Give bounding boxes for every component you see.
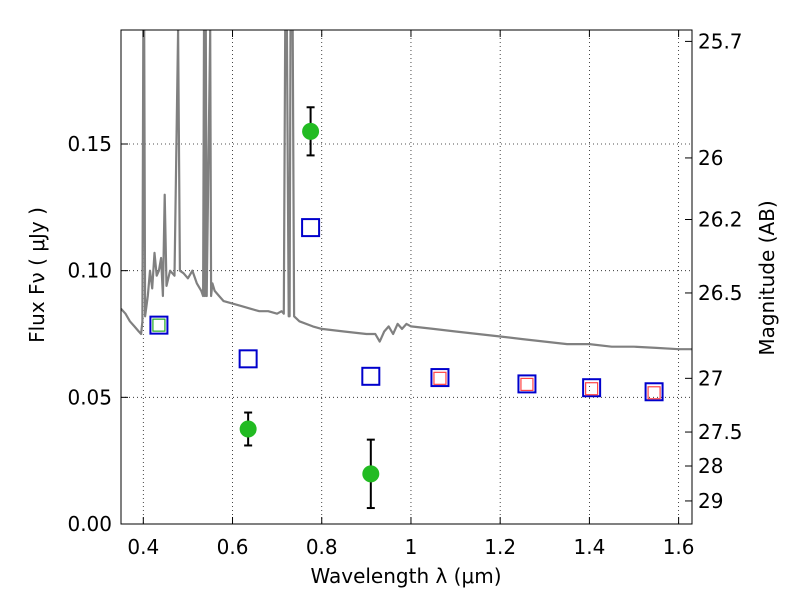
right-tick-label: 26.2 (698, 207, 743, 231)
model-flux-blue-square (149, 315, 169, 335)
photometry-markers (149, 106, 664, 510)
x-tick-label: 1.6 (663, 535, 695, 559)
model-flux-blue-square (430, 368, 450, 388)
model-flux-blue-square (582, 378, 602, 398)
model-flux-blue-square (517, 374, 537, 394)
y-tick-label: 0.10 (67, 259, 112, 283)
observed-flux-point (362, 465, 380, 483)
model-flux-red-square (647, 386, 661, 400)
model-flux-blue-square (238, 349, 258, 369)
right-tick-label: 26.5 (698, 281, 743, 305)
x-tick-label: 1.2 (484, 535, 516, 559)
model-flux-red-square (585, 382, 599, 396)
right-tick-label: 27.5 (698, 420, 743, 444)
y-tick-label: 0.15 (67, 132, 112, 156)
x-tick-label: 0.8 (306, 535, 338, 559)
x-axis-label: Wavelength λ (μm) (310, 564, 501, 588)
right-tick-label: 28 (698, 454, 723, 478)
plot-background (121, 30, 692, 524)
model-flux-blue-square (644, 382, 664, 402)
axis-ticks: 0.4 0.6 0.8 1 1.2 1.4 1.6 0.00 0.05 0.10 0.15 25.7 2… (67, 29, 742, 559)
right-tick-label: 27 (698, 366, 723, 390)
x-tick-label: 1 (405, 535, 418, 559)
observed-flux-point (302, 122, 320, 140)
right-tick-label: 26 (698, 146, 723, 170)
y-tick-label: 0.00 (67, 512, 112, 536)
right-axis-label: Magnitude (AB) (755, 200, 779, 355)
model-flux-blue-square (301, 218, 321, 238)
right-tick-label: 29 (698, 489, 723, 513)
x-tick-label: 1.4 (573, 535, 605, 559)
observed-flux-point (239, 420, 257, 438)
model-flux-red-square (433, 371, 447, 385)
x-tick-label: 0.4 (127, 535, 159, 559)
model-flux-blue-square (361, 366, 381, 386)
x-tick-label: 0.6 (217, 535, 249, 559)
y-axis-label: Flux Fν ( μJy ) (25, 207, 49, 343)
y-tick-label: 0.05 (67, 385, 112, 409)
model-flux-green-square (152, 318, 166, 332)
sed-model-curve (121, 30, 692, 351)
plot-frame (120, 29, 693, 525)
model-flux-red-square (520, 377, 534, 392)
right-tick-label: 25.7 (698, 29, 743, 53)
sed-line (121, 30, 692, 351)
